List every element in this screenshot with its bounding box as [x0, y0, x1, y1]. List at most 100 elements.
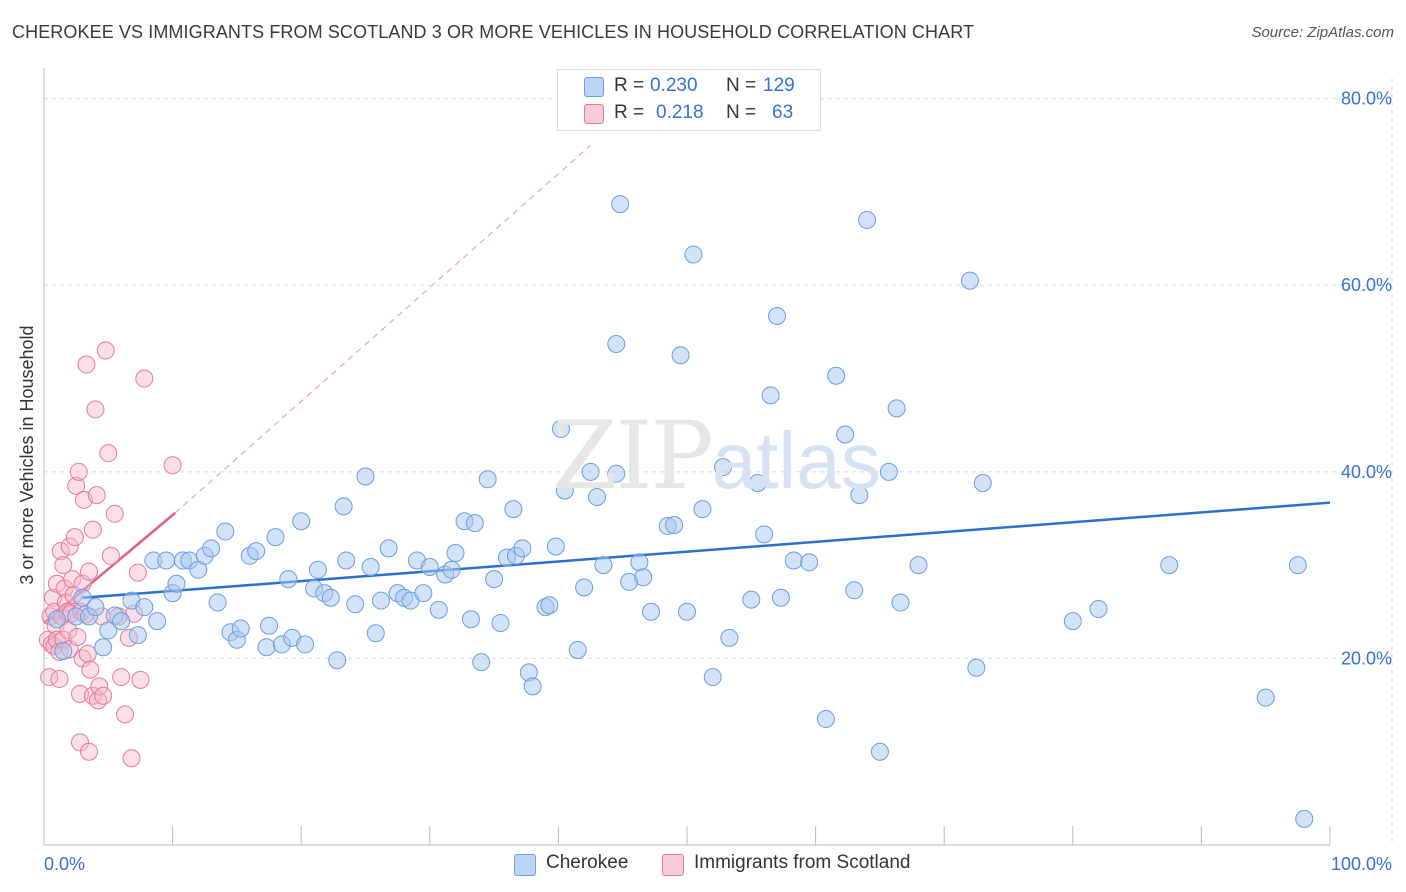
data-point-cherokee [836, 425, 855, 444]
legend-label-scotland: Immigrants from Scotland [694, 852, 911, 873]
data-point-cherokee [850, 486, 869, 505]
data-point-cherokee [755, 525, 774, 544]
data-point-cherokee [551, 419, 570, 438]
data-point-cherokee [581, 462, 600, 481]
data-point-cherokee [1256, 688, 1275, 707]
data-point-scotland [87, 486, 106, 505]
data-point-scotland [77, 355, 96, 374]
data-point-scotland [101, 546, 120, 565]
data-point-cherokee [366, 624, 385, 643]
data-point-cherokee [504, 500, 523, 519]
data-point-cherokee [693, 500, 712, 519]
data-point-cherokee [827, 366, 846, 385]
data-point-cherokee [703, 668, 722, 687]
data-point-cherokee [720, 628, 739, 647]
data-point-scotland [122, 749, 141, 768]
y-tick-label: 60.0% [1341, 275, 1392, 295]
data-point-cherokee [742, 590, 761, 609]
data-point-cherokee [784, 551, 803, 570]
data-point-cherokee [771, 588, 790, 607]
trend-lines [43, 144, 1331, 624]
data-point-cherokee [960, 271, 979, 290]
legend-swatch-blue [514, 854, 536, 876]
data-point-cherokee [1295, 809, 1314, 828]
legend-n-value: 129 [763, 75, 795, 96]
data-point-cherokee [446, 543, 465, 562]
data-point-scotland [128, 563, 147, 582]
data-point-cherokee [334, 497, 353, 516]
data-point-scotland [105, 504, 124, 523]
data-point-scotland [112, 668, 131, 687]
data-point-cherokee [420, 557, 439, 576]
data-point-cherokee [379, 539, 398, 558]
data-point-cherokee [328, 651, 347, 670]
data-point-cherokee [47, 610, 66, 629]
data-point-cherokee [607, 464, 626, 483]
data-point-scotland [83, 520, 102, 539]
data-point-scotland [96, 341, 115, 360]
data-point-cherokee [858, 210, 877, 229]
watermark: ZIPatlas [552, 402, 881, 511]
data-point-cherokee [641, 602, 660, 621]
data-point-scotland [131, 670, 150, 689]
watermark-zip: ZIP [552, 402, 714, 511]
x-tick-label-max: 100.0% [1331, 854, 1392, 874]
x-tick-label-min: 0.0% [44, 854, 85, 874]
data-point-cherokee [870, 742, 889, 761]
y-tick-label: 20.0% [1341, 648, 1392, 668]
data-point-cherokee [135, 598, 154, 617]
data-point-cherokee [296, 635, 315, 654]
data-point-cherokee [260, 616, 279, 635]
series-cherokee [47, 195, 1314, 828]
data-point-scotland [65, 528, 84, 547]
data-point-cherokee [86, 598, 105, 617]
data-point-scotland [50, 669, 69, 688]
data-point-cherokee [678, 602, 696, 621]
data-point-cherokee [112, 612, 131, 631]
data-point-cherokee [748, 474, 767, 493]
data-point-cherokee [148, 612, 167, 631]
legend-label-cherokee: Cherokee [546, 852, 629, 873]
y-tick-label: 80.0% [1341, 89, 1392, 109]
data-point-scotland [55, 579, 74, 598]
data-point-cherokee [607, 335, 626, 354]
legend-r-label: R = [614, 75, 645, 96]
data-point-cherokee [546, 537, 565, 556]
data-point-cherokee [308, 560, 327, 579]
data-point-cherokee [611, 195, 630, 214]
data-point-cherokee [247, 542, 266, 561]
data-point-cherokee [202, 539, 221, 558]
data-point-scotland [71, 733, 90, 752]
data-point-cherokee [266, 528, 285, 547]
data-point-cherokee [523, 677, 542, 696]
data-point-cherokee [361, 557, 380, 576]
data-point-scotland [67, 476, 86, 495]
data-point-scotland [90, 677, 109, 696]
data-point-cherokee [491, 613, 510, 632]
data-point-cherokee [575, 578, 594, 597]
data-point-cherokee [634, 568, 653, 587]
data-point-cherokee [292, 512, 311, 531]
data-point-cherokee [1063, 612, 1082, 631]
data-point-scotland [135, 369, 154, 388]
data-point-cherokee [54, 641, 73, 660]
legend-n-value: 63 [772, 102, 794, 123]
data-point-cherokee [671, 346, 690, 365]
data-point-cherokee [973, 474, 992, 493]
legend-n-label: N = [726, 102, 757, 123]
data-point-cherokee [555, 481, 574, 500]
data-point-cherokee [714, 458, 733, 477]
data-point-scotland [78, 644, 97, 663]
data-point-scotland [54, 556, 73, 575]
y-tick-labels: 20.0% 40.0% 60.0% 80.0% [1341, 89, 1392, 669]
data-point-cherokee [321, 588, 340, 607]
data-point-cherokee [909, 556, 928, 575]
data-point-scotland [63, 570, 82, 589]
trend-line-scotland [43, 511, 176, 624]
data-point-scotland [68, 627, 87, 646]
data-point-cherokee [442, 560, 461, 579]
data-point-scotland [51, 542, 70, 561]
data-point-cherokee [208, 593, 227, 612]
data-point-cherokee [337, 551, 356, 570]
